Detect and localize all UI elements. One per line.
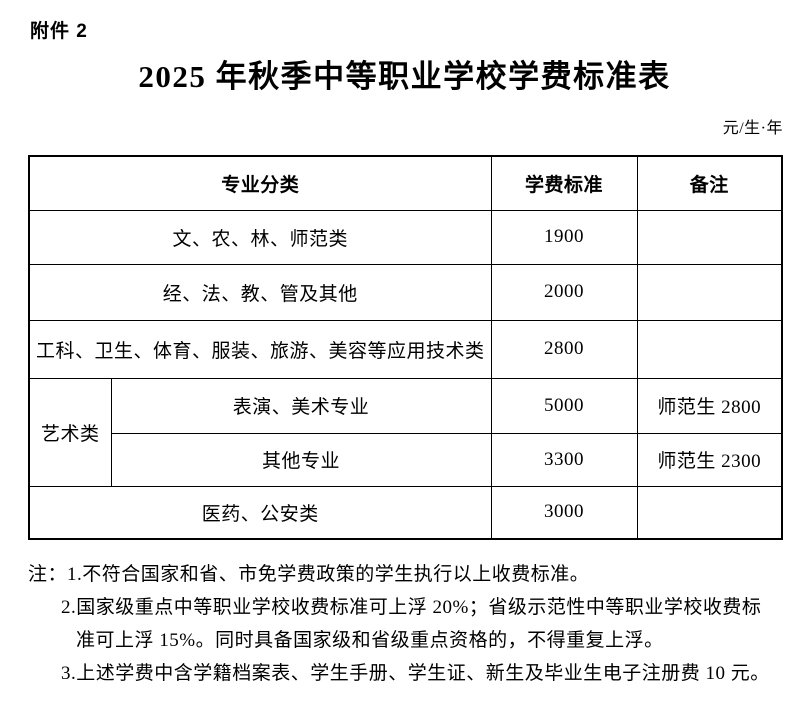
table-header-row: 专业分类 学费标准 备注 (28, 155, 783, 211)
cell-fee: 3300 (490, 432, 638, 487)
notes-block: 注：1.不符合国家和省、市免学费政策的学生执行以上收费标准。 2.国家级重点中等… (28, 558, 770, 690)
attachment-label: 附件 2 (30, 21, 88, 42)
cell-fee: 1900 (490, 209, 638, 265)
cell-remark (636, 319, 783, 379)
unit-label: 元/生·年 (722, 120, 783, 137)
fee-table: 专业分类 学费标准 备注 文、农、林、师范类 1900 经、法、教、管及其他 2… (28, 155, 784, 540)
table-row: 艺术类 表演、美术专业 5000 师范生 2800 (28, 377, 783, 487)
cell-category: 工科、卫生、体育、服装、旅游、美容等应用技术类 (28, 319, 492, 379)
note-line-3: 3.上述学费中含学籍档案表、学生手册、学生证、新生及毕业生电子注册费 10 元。 (61, 663, 770, 684)
header-remark: 备注 (636, 155, 783, 211)
cell-remark (636, 485, 783, 540)
note-line-2: 2.国家级重点中等职业学校收费标准可上浮 20%；省级示范性中等职业学校收费标 (61, 597, 762, 618)
header-category: 专业分类 (28, 155, 492, 211)
header-fee: 学费标准 (490, 155, 638, 211)
note-line-1: 注：1.不符合国家和省、市免学费政策的学生执行以上收费标准。 (28, 564, 590, 585)
table-row: 医药、公安类 3000 (28, 485, 783, 540)
cell-remark (636, 209, 783, 265)
cell-remark: 师范生 2300 (636, 432, 783, 487)
cell-category: 经、法、教、管及其他 (28, 263, 492, 321)
table-row: 经、法、教、管及其他 2000 (28, 263, 783, 321)
cell-fee: 3000 (490, 485, 638, 540)
cell-fee: 2800 (490, 319, 638, 379)
table-row: 文、农、林、师范类 1900 (28, 209, 783, 265)
cell-remark: 师范生 2800 (636, 377, 783, 434)
page-title: 2025 年秋季中等职业学校学费标准表 (138, 59, 671, 94)
note-line-2-continued: 准可上浮 15%。同时具备国家级和省级重点资格的，不得重复上浮。 (76, 630, 664, 651)
cell-category: 其他专业 (110, 432, 492, 487)
cell-category: 医药、公安类 (28, 485, 492, 540)
cell-remark (636, 263, 783, 321)
cell-category: 文、农、林、师范类 (28, 209, 492, 265)
cell-fee: 5000 (490, 377, 638, 434)
table-row: 工科、卫生、体育、服装、旅游、美容等应用技术类 2800 (28, 319, 783, 379)
cell-category: 表演、美术专业 (110, 377, 492, 434)
cell-group-art: 艺术类 (28, 377, 112, 487)
cell-fee: 2000 (490, 263, 638, 321)
table-row: 其他专业 3300 师范生 2300 (29, 432, 783, 487)
